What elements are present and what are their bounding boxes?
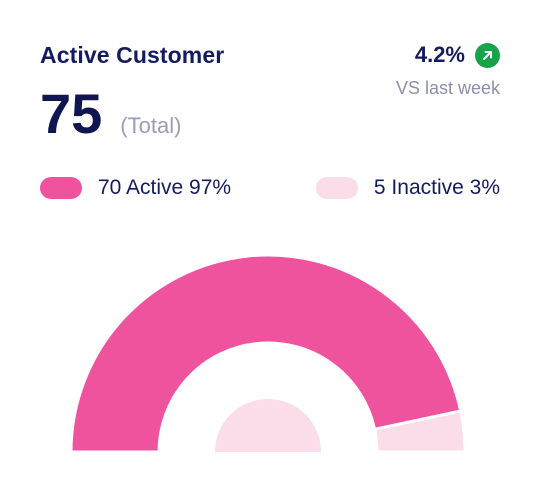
change-indicator: 4.2% <box>415 42 500 68</box>
total-value: 75 <box>40 82 103 145</box>
arrow-up-right-icon <box>475 42 500 68</box>
donut-slice-active <box>69 253 463 454</box>
legend-swatch-active <box>40 177 82 199</box>
change-value: 4.2% <box>414 42 465 67</box>
legend-item-inactive: 5 Inactive 3% <box>315 176 500 200</box>
legend-item-active: 70 Active 97% <box>40 176 231 200</box>
total-row: 75 (Total) <box>40 86 181 142</box>
legend-swatch-inactive <box>315 177 358 199</box>
donut-center-disc <box>215 399 321 452</box>
card-title: Active Customer <box>40 42 225 68</box>
half-donut-chart <box>69 253 467 454</box>
total-label: (Total) <box>120 113 182 138</box>
donut-slice-inactive <box>372 409 467 454</box>
compare-label: VS last week <box>395 78 500 98</box>
legend-label-active: 70 Active 97% <box>98 176 232 199</box>
chart-legend: 70 Active 97% 5 Inactive 3% <box>40 176 500 200</box>
legend-label-inactive: 5 Inactive 3% <box>373 176 500 199</box>
